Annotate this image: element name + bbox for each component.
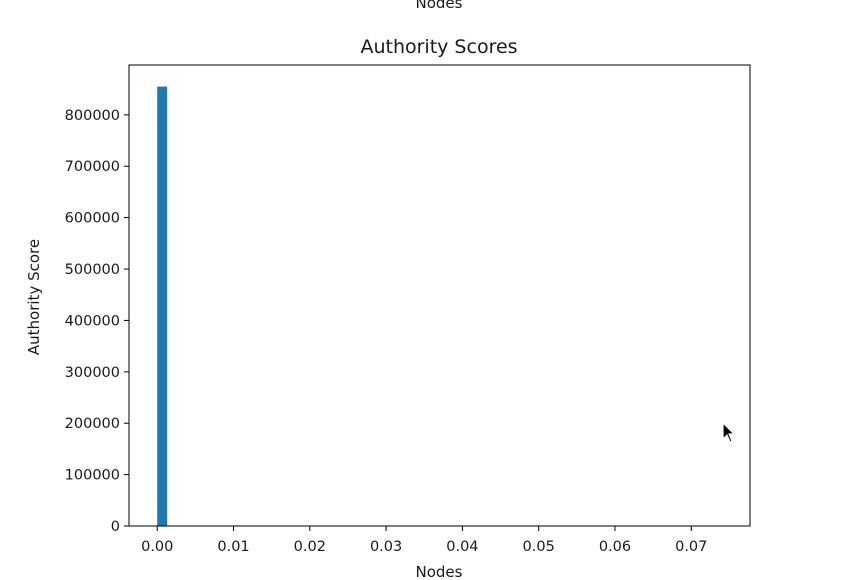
bar-0 xyxy=(157,86,168,527)
y-tick-label-4: 400000 xyxy=(65,313,120,329)
y-tick-label-5: 500000 xyxy=(65,262,120,278)
x-tick-label-0: 0.00 xyxy=(141,539,173,555)
x-axis-title: Nodes xyxy=(416,563,463,580)
y-tick-label-1: 100000 xyxy=(65,468,120,484)
x-tick-label-5: 0.05 xyxy=(523,539,555,555)
y-tick-label-8: 800000 xyxy=(65,108,120,124)
y-axis-title: Authority Score xyxy=(25,239,43,355)
plot-frame xyxy=(128,64,751,527)
upper-figure-x-axis-label: Nodes xyxy=(416,0,463,12)
x-tick-label-2: 0.02 xyxy=(294,539,326,555)
chart-title: Authority Scores xyxy=(360,36,517,58)
y-tick-label-3: 300000 xyxy=(65,365,120,381)
x-tick-label-4: 0.04 xyxy=(446,539,478,555)
x-tick-label-1: 0.01 xyxy=(217,539,249,555)
x-tick-label-3: 0.03 xyxy=(370,539,402,555)
y-tick-label-7: 700000 xyxy=(65,159,120,175)
mouse-cursor-icon xyxy=(722,422,736,443)
x-tick-label-6: 0.06 xyxy=(599,539,631,555)
plot-area: 0.00 0.01 0.02 0.03 0.04 0.05 0.06 0.07 0 100000 2… xyxy=(65,64,751,555)
y-tick-label-0: 0 xyxy=(111,519,120,535)
y-tick-label-6: 600000 xyxy=(65,211,120,227)
x-tick-label-7: 0.07 xyxy=(675,539,707,555)
y-tick-label-2: 200000 xyxy=(65,416,120,432)
